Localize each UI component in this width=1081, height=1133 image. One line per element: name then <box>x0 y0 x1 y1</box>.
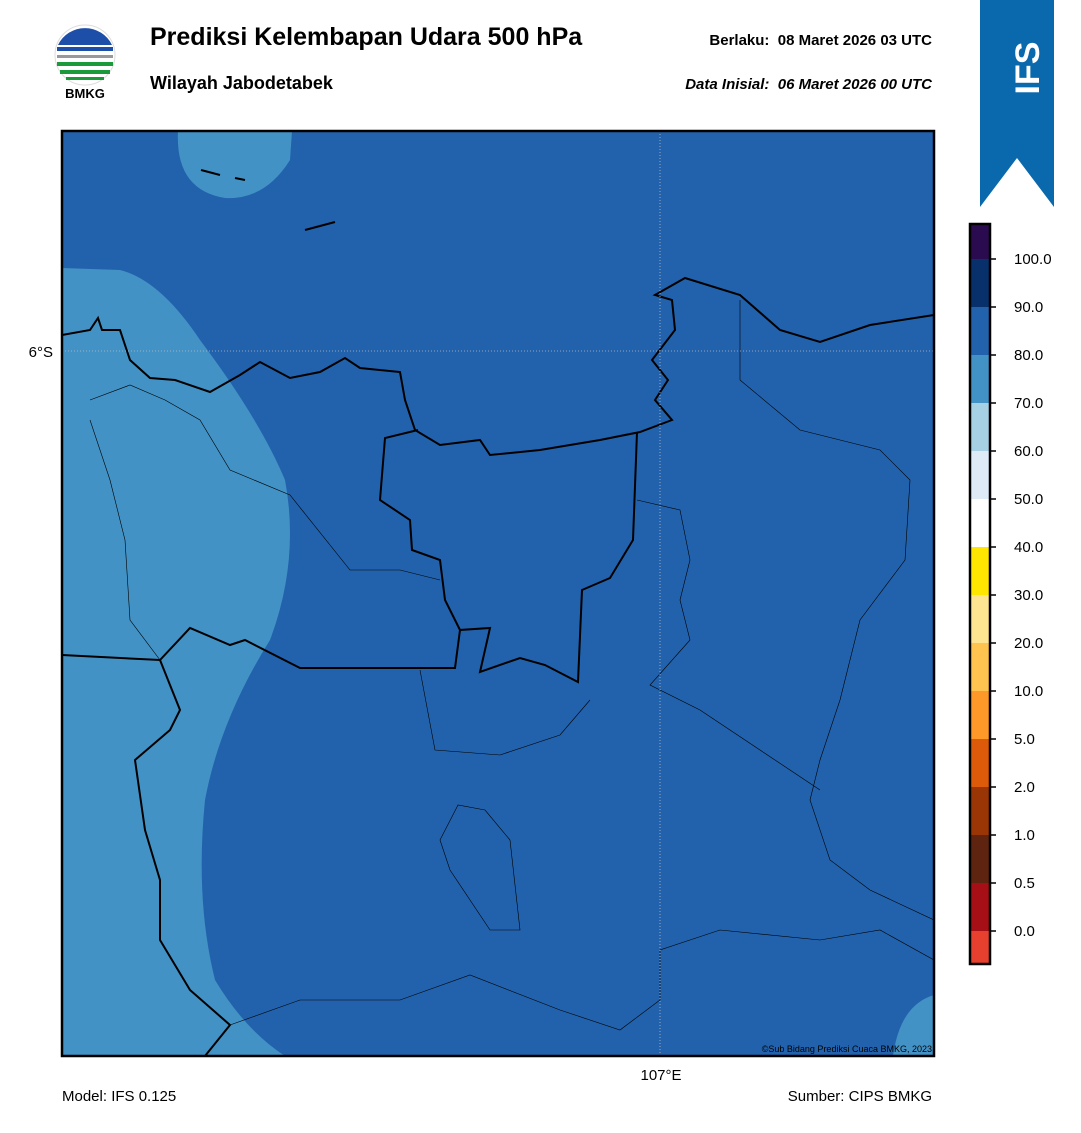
logo: BMKG <box>54 24 116 101</box>
colorbar-label: 80.0 <box>1014 347 1043 364</box>
credit: ©Sub Bidang Prediksi Cuaca BMKG, 2023 <box>762 1044 932 1054</box>
initial-time: Data Inisial: 06 Maret 2026 00 UTC <box>685 76 933 93</box>
colorbar-label: 40.0 <box>1014 539 1043 556</box>
subtitle: Wilayah Jabodetabek <box>150 73 334 93</box>
colorbar-label: 10.0 <box>1014 683 1043 700</box>
source: Sumber: CIPS BMKG <box>788 1088 932 1105</box>
banner <box>980 0 1054 207</box>
title: Prediksi Kelembapan Udara 500 hPa <box>150 23 583 51</box>
colorbar-segment <box>970 355 990 403</box>
colorbar-label: 100.0 <box>1014 251 1052 268</box>
colorbar-segment <box>970 931 990 964</box>
logo-text: BMKG <box>65 86 105 101</box>
map-area: ©Sub Bidang Prediksi Cuaca BMKG, 2023 <box>62 131 934 1056</box>
colorbar-label: 0.0 <box>1014 923 1035 940</box>
colorbar-segment <box>970 403 990 451</box>
colorbar-segment <box>970 835 990 883</box>
colorbar-label: 60.0 <box>1014 443 1043 460</box>
colorbar-segment <box>970 451 990 499</box>
colorbar-segment <box>970 259 990 307</box>
valid-time: Berlaku: 08 Maret 2026 03 UTC <box>709 32 932 49</box>
map-frame <box>60 129 936 1058</box>
colorbar-segment <box>970 224 990 259</box>
lat-label: 6°S <box>29 344 53 361</box>
colorbar-segment <box>970 499 990 547</box>
colorbar-label: 5.0 <box>1014 731 1035 748</box>
colorbar-label: 70.0 <box>1014 395 1043 412</box>
colorbar-label: 50.0 <box>1014 491 1043 508</box>
colorbar-label: 30.0 <box>1014 587 1043 604</box>
colorbar-segment <box>970 595 990 643</box>
colorbar-label: 2.0 <box>1014 779 1035 796</box>
colorbar-segment <box>970 307 990 355</box>
colorbar-label: 90.0 <box>1014 299 1043 316</box>
colorbar-label: 0.5 <box>1014 875 1035 892</box>
colorbar-segment <box>970 739 990 787</box>
colorbar-label: 1.0 <box>1014 827 1035 844</box>
colorbar-segment <box>970 547 990 595</box>
colorbar-segment <box>970 787 990 835</box>
model: Model: IFS 0.125 <box>62 1088 176 1105</box>
colorbar-segment <box>970 643 990 691</box>
lon-label: 107°E <box>640 1067 681 1084</box>
colorbar-segment <box>970 691 990 739</box>
banner-text: IFS <box>1009 42 1047 95</box>
colorbar-label: 20.0 <box>1014 635 1043 652</box>
colorbar-segment <box>970 883 990 931</box>
colorbar: 100.0 90.0 80.0 70.0 60.0 50.0 40.0 30.0 20.0 10.… <box>970 224 1052 964</box>
colorbar-frame <box>968 222 992 966</box>
